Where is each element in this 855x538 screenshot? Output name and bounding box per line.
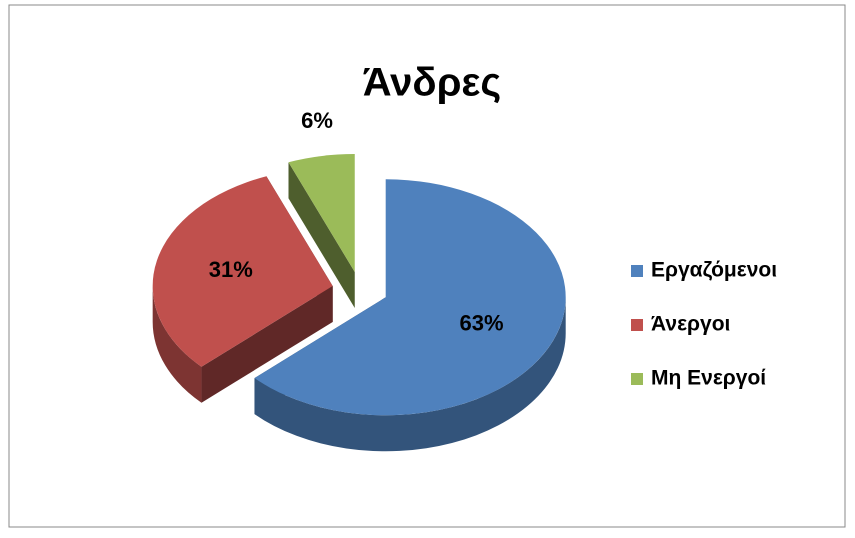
legend-swatch xyxy=(631,319,643,331)
legend-swatch xyxy=(631,373,643,385)
legend-swatch xyxy=(631,265,643,277)
slice xyxy=(152,176,333,367)
slice-wall xyxy=(201,285,333,403)
slice-side xyxy=(254,297,566,452)
data-label: 63% xyxy=(459,310,503,335)
legend-label: Άνεργοι xyxy=(651,313,731,336)
legend-label: Εργαζόμενοι xyxy=(651,259,777,282)
legend-label: Μη Ενεργοί xyxy=(651,367,766,390)
data-label: 6% xyxy=(301,108,333,133)
slice xyxy=(288,153,355,272)
slice-side xyxy=(152,285,202,403)
data-label: 31% xyxy=(209,257,253,282)
chart-title: Άνδρες xyxy=(363,61,501,105)
slice-wall xyxy=(288,162,355,308)
slice xyxy=(254,179,566,416)
